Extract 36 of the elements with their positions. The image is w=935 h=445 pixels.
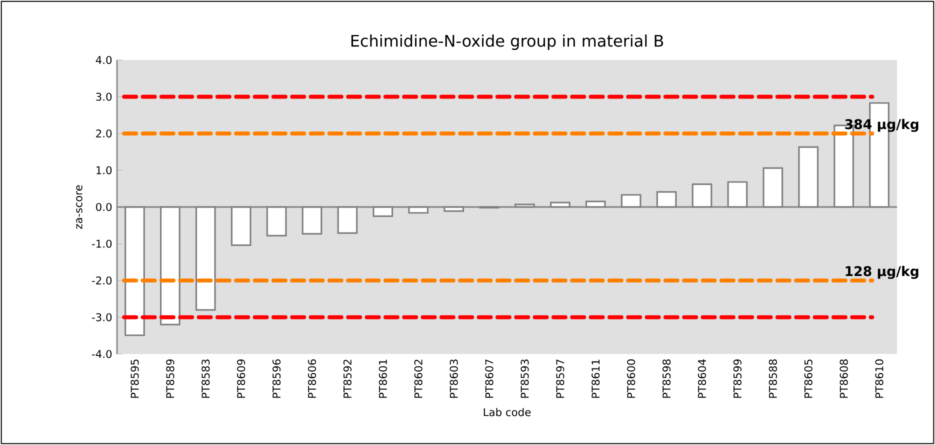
x-tick-label: PT8583	[202, 360, 210, 398]
ref-line-label: 128 µg/kg	[846, 266, 918, 279]
x-axis-title: Lab code	[484, 408, 531, 416]
ref-line-label: 384 µg/kg	[845, 118, 918, 132]
x-tick-label: PT8603	[450, 360, 458, 398]
chart-title: Echimidine-N-oxide group in material B	[351, 34, 664, 50]
y-tick-label: -4.0	[92, 350, 112, 358]
x-tick-label: PT8600	[627, 359, 636, 398]
x-tick-label: PT8593	[520, 360, 529, 398]
x-tick-label: PT8606	[308, 359, 316, 398]
y-tick-label: 3.0	[96, 92, 112, 101]
x-tick-label: PT8588	[768, 359, 777, 398]
x-tick-label: PT8607	[485, 360, 494, 398]
y-tick-label: -2.0	[92, 276, 112, 285]
y-tick-label: -1.0	[92, 240, 112, 248]
y-tick-label: 0.0	[96, 202, 112, 212]
x-tick-label: PT8611	[592, 360, 600, 398]
x-tick-label: PT8601	[378, 360, 387, 398]
x-tick-label: PT8609	[237, 359, 246, 398]
x-tick-label: PT8602	[414, 360, 422, 398]
y-axis-title: za-score	[76, 185, 82, 229]
x-tick-label: PT8608	[840, 359, 848, 398]
y-tick-label: 2.0	[96, 129, 112, 138]
x-tick-label: PT8589	[166, 359, 174, 398]
x-tick-label: PT8610	[875, 359, 884, 398]
x-tick-label: PT8599	[733, 359, 742, 398]
x-tick-label: PT8598	[662, 359, 671, 398]
y-tick-label: 1.0	[96, 166, 112, 174]
x-tick-label: PT8592	[343, 360, 352, 398]
x-tick-label: PT8604	[698, 359, 706, 398]
x-tick-label: PT8595	[130, 360, 139, 398]
y-tick-label: 4.0	[96, 56, 112, 64]
x-tick-label: PT8605	[804, 360, 812, 398]
y-tick-label: -3.0	[92, 313, 112, 322]
x-tick-label: PT8597	[556, 360, 564, 398]
x-tick-label: PT8596	[272, 359, 281, 398]
